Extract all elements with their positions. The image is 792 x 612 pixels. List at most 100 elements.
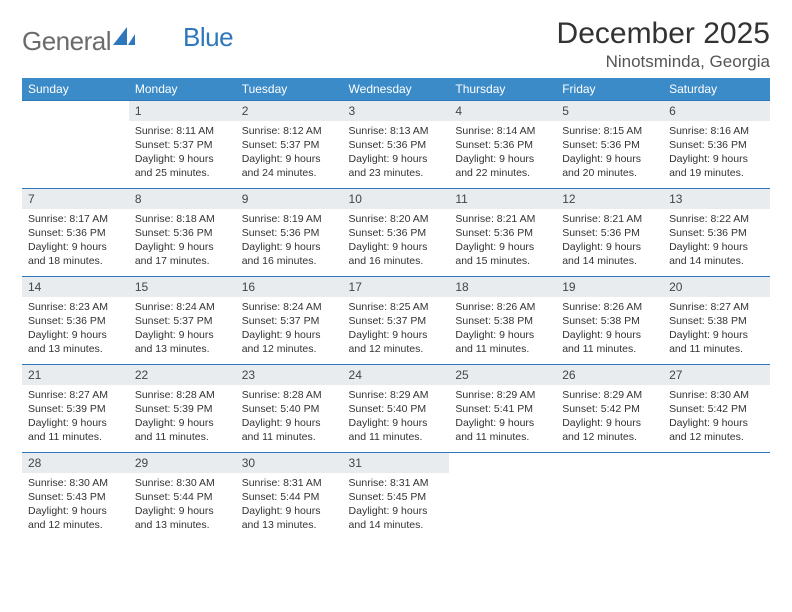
daylight-text-2: and 12 minutes. bbox=[562, 430, 657, 444]
sunset-text: Sunset: 5:37 PM bbox=[135, 138, 230, 152]
weekday-header-row: Sunday Monday Tuesday Wednesday Thursday… bbox=[22, 78, 770, 101]
day-details: Sunrise: 8:24 AMSunset: 5:37 PMDaylight:… bbox=[129, 297, 236, 361]
daylight-text-1: Daylight: 9 hours bbox=[455, 240, 550, 254]
sunset-text: Sunset: 5:41 PM bbox=[455, 402, 550, 416]
day-number: 8 bbox=[129, 189, 236, 209]
day-number: 24 bbox=[343, 365, 450, 385]
daylight-text-1: Daylight: 9 hours bbox=[349, 416, 444, 430]
daylight-text-2: and 13 minutes. bbox=[135, 342, 230, 356]
weekday-header: Thursday bbox=[449, 78, 556, 101]
weekday-header: Wednesday bbox=[343, 78, 450, 101]
daylight-text-2: and 11 minutes. bbox=[562, 342, 657, 356]
day-number: 19 bbox=[556, 277, 663, 297]
daylight-text-2: and 24 minutes. bbox=[242, 166, 337, 180]
daylight-text-1: Daylight: 9 hours bbox=[242, 328, 337, 342]
daylight-text-2: and 16 minutes. bbox=[242, 254, 337, 268]
calendar-day-cell: 16Sunrise: 8:24 AMSunset: 5:37 PMDayligh… bbox=[236, 276, 343, 364]
day-number: 5 bbox=[556, 101, 663, 121]
day-number: 26 bbox=[556, 365, 663, 385]
day-details: Sunrise: 8:17 AMSunset: 5:36 PMDaylight:… bbox=[22, 209, 129, 273]
sunset-text: Sunset: 5:42 PM bbox=[562, 402, 657, 416]
day-details: Sunrise: 8:22 AMSunset: 5:36 PMDaylight:… bbox=[663, 209, 770, 273]
daylight-text-1: Daylight: 9 hours bbox=[242, 152, 337, 166]
sunset-text: Sunset: 5:38 PM bbox=[455, 314, 550, 328]
sunrise-text: Sunrise: 8:21 AM bbox=[455, 212, 550, 226]
calendar-day-cell bbox=[449, 452, 556, 540]
sunrise-text: Sunrise: 8:13 AM bbox=[349, 124, 444, 138]
day-details: Sunrise: 8:27 AMSunset: 5:38 PMDaylight:… bbox=[663, 297, 770, 361]
daylight-text-1: Daylight: 9 hours bbox=[349, 504, 444, 518]
title-block: December 2025 Ninotsminda, Georgia bbox=[557, 18, 770, 72]
sunrise-text: Sunrise: 8:18 AM bbox=[135, 212, 230, 226]
daylight-text-1: Daylight: 9 hours bbox=[242, 416, 337, 430]
day-details: Sunrise: 8:21 AMSunset: 5:36 PMDaylight:… bbox=[556, 209, 663, 273]
sunset-text: Sunset: 5:37 PM bbox=[135, 314, 230, 328]
day-details: Sunrise: 8:26 AMSunset: 5:38 PMDaylight:… bbox=[556, 297, 663, 361]
daylight-text-2: and 12 minutes. bbox=[242, 342, 337, 356]
day-number: 14 bbox=[22, 277, 129, 297]
daylight-text-1: Daylight: 9 hours bbox=[242, 504, 337, 518]
day-details: Sunrise: 8:30 AMSunset: 5:42 PMDaylight:… bbox=[663, 385, 770, 449]
day-details: Sunrise: 8:27 AMSunset: 5:39 PMDaylight:… bbox=[22, 385, 129, 449]
sunset-text: Sunset: 5:40 PM bbox=[242, 402, 337, 416]
daylight-text-2: and 11 minutes. bbox=[455, 430, 550, 444]
day-number: 4 bbox=[449, 101, 556, 121]
day-details: Sunrise: 8:21 AMSunset: 5:36 PMDaylight:… bbox=[449, 209, 556, 273]
calendar-day-cell: 8Sunrise: 8:18 AMSunset: 5:36 PMDaylight… bbox=[129, 188, 236, 276]
logo-text-general: General bbox=[22, 26, 111, 57]
calendar-day-cell: 28Sunrise: 8:30 AMSunset: 5:43 PMDayligh… bbox=[22, 452, 129, 540]
daylight-text-1: Daylight: 9 hours bbox=[669, 152, 764, 166]
daylight-text-1: Daylight: 9 hours bbox=[455, 152, 550, 166]
sunrise-text: Sunrise: 8:21 AM bbox=[562, 212, 657, 226]
day-details: Sunrise: 8:19 AMSunset: 5:36 PMDaylight:… bbox=[236, 209, 343, 273]
day-number: 11 bbox=[449, 189, 556, 209]
calendar-day-cell: 9Sunrise: 8:19 AMSunset: 5:36 PMDaylight… bbox=[236, 188, 343, 276]
daylight-text-1: Daylight: 9 hours bbox=[28, 240, 123, 254]
location: Ninotsminda, Georgia bbox=[557, 52, 770, 72]
calendar-day-cell: 14Sunrise: 8:23 AMSunset: 5:36 PMDayligh… bbox=[22, 276, 129, 364]
day-details: Sunrise: 8:31 AMSunset: 5:45 PMDaylight:… bbox=[343, 473, 450, 537]
day-number: 16 bbox=[236, 277, 343, 297]
calendar-day-cell: 24Sunrise: 8:29 AMSunset: 5:40 PMDayligh… bbox=[343, 364, 450, 452]
sunset-text: Sunset: 5:42 PM bbox=[669, 402, 764, 416]
daylight-text-1: Daylight: 9 hours bbox=[455, 328, 550, 342]
daylight-text-2: and 20 minutes. bbox=[562, 166, 657, 180]
sunrise-text: Sunrise: 8:31 AM bbox=[349, 476, 444, 490]
day-details: Sunrise: 8:20 AMSunset: 5:36 PMDaylight:… bbox=[343, 209, 450, 273]
daylight-text-2: and 25 minutes. bbox=[135, 166, 230, 180]
calendar-day-cell: 23Sunrise: 8:28 AMSunset: 5:40 PMDayligh… bbox=[236, 364, 343, 452]
calendar-week-row: 28Sunrise: 8:30 AMSunset: 5:43 PMDayligh… bbox=[22, 452, 770, 540]
calendar-day-cell: 1Sunrise: 8:11 AMSunset: 5:37 PMDaylight… bbox=[129, 100, 236, 188]
sunset-text: Sunset: 5:43 PM bbox=[28, 490, 123, 504]
sunrise-text: Sunrise: 8:12 AM bbox=[242, 124, 337, 138]
day-details: Sunrise: 8:30 AMSunset: 5:44 PMDaylight:… bbox=[129, 473, 236, 537]
calendar-day-cell: 22Sunrise: 8:28 AMSunset: 5:39 PMDayligh… bbox=[129, 364, 236, 452]
calendar-table: Sunday Monday Tuesday Wednesday Thursday… bbox=[22, 78, 770, 541]
sunrise-text: Sunrise: 8:24 AM bbox=[135, 300, 230, 314]
calendar-week-row: 7Sunrise: 8:17 AMSunset: 5:36 PMDaylight… bbox=[22, 188, 770, 276]
daylight-text-1: Daylight: 9 hours bbox=[349, 240, 444, 254]
sunset-text: Sunset: 5:40 PM bbox=[349, 402, 444, 416]
daylight-text-1: Daylight: 9 hours bbox=[135, 240, 230, 254]
day-number: 28 bbox=[22, 453, 129, 473]
sunrise-text: Sunrise: 8:24 AM bbox=[242, 300, 337, 314]
sunrise-text: Sunrise: 8:30 AM bbox=[669, 388, 764, 402]
calendar-day-cell: 3Sunrise: 8:13 AMSunset: 5:36 PMDaylight… bbox=[343, 100, 450, 188]
day-details: Sunrise: 8:30 AMSunset: 5:43 PMDaylight:… bbox=[22, 473, 129, 537]
day-number: 3 bbox=[343, 101, 450, 121]
logo-text-blue: Blue bbox=[183, 22, 233, 53]
day-number: 22 bbox=[129, 365, 236, 385]
calendar-day-cell: 6Sunrise: 8:16 AMSunset: 5:36 PMDaylight… bbox=[663, 100, 770, 188]
calendar-day-cell bbox=[556, 452, 663, 540]
sunrise-text: Sunrise: 8:26 AM bbox=[455, 300, 550, 314]
sunset-text: Sunset: 5:36 PM bbox=[28, 314, 123, 328]
daylight-text-2: and 13 minutes. bbox=[135, 518, 230, 532]
day-details: Sunrise: 8:16 AMSunset: 5:36 PMDaylight:… bbox=[663, 121, 770, 185]
header: General Blue December 2025 Ninotsminda, … bbox=[22, 18, 770, 72]
calendar-day-cell bbox=[663, 452, 770, 540]
sunset-text: Sunset: 5:38 PM bbox=[562, 314, 657, 328]
calendar-day-cell: 10Sunrise: 8:20 AMSunset: 5:36 PMDayligh… bbox=[343, 188, 450, 276]
daylight-text-1: Daylight: 9 hours bbox=[28, 504, 123, 518]
calendar-body: 1Sunrise: 8:11 AMSunset: 5:37 PMDaylight… bbox=[22, 100, 770, 540]
sunset-text: Sunset: 5:44 PM bbox=[135, 490, 230, 504]
